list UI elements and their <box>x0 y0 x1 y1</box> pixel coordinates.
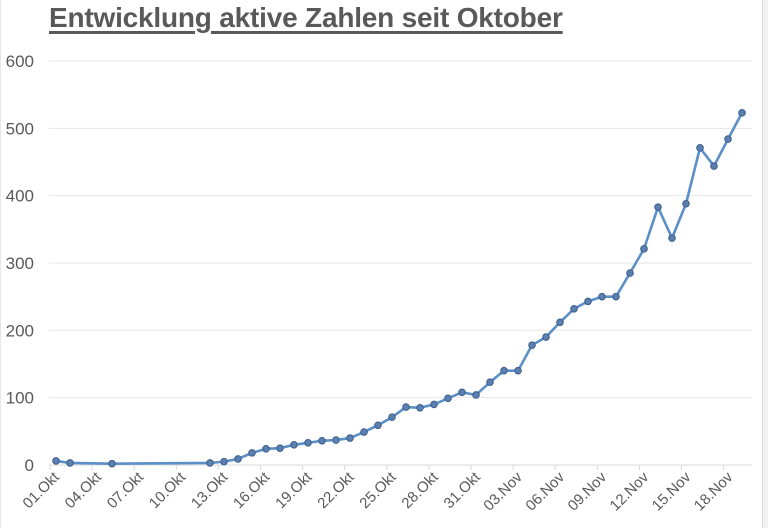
x-tick-label: 09.Nov <box>564 468 610 514</box>
x-tick-label: 25.Okt <box>356 468 400 512</box>
data-point-marker: 13.Nov: 383 <box>654 203 662 211</box>
data-point-marker: 05.Nov: 190 <box>542 333 550 341</box>
data-point-marker: 19.Okt: 33 <box>304 438 312 447</box>
data-point-marker: 14.Okt: 9 <box>234 455 242 463</box>
x-tick-label: 13.Okt <box>188 468 232 512</box>
data-series: 01.Okt: 6 02.Okt: 3 05.Okt: 2 12.Okt: 3 13.O… <box>52 109 746 468</box>
x-tick-label: 28.Okt <box>398 468 442 512</box>
data-point-marker: 07.Nov: 232 <box>570 304 578 313</box>
chart-title: Entwicklung aktive Zahlen seit Oktober <box>49 2 563 33</box>
data-point-marker: 01.Okt: 6 <box>52 457 60 465</box>
data-point-marker: 29.Okt: 99 <box>444 394 452 403</box>
x-tick-label: 10.Okt <box>146 468 190 512</box>
data-point-marker: 24.Okt: 59 <box>374 421 382 430</box>
x-tick-label: 18.Nov <box>691 468 737 514</box>
data-point-marker: 04.Nov: 178 <box>528 341 536 349</box>
data-point-marker: 18.Nov: 484 <box>724 135 732 143</box>
data-point-marker: 25.Okt: 71 <box>388 413 396 421</box>
y-axis: 0 100 200 300 400 500 600 <box>6 52 34 475</box>
x-tick-label: 31.Okt <box>441 468 485 512</box>
gridlines <box>49 60 752 399</box>
data-point-marker: 26.Okt: 86 <box>402 403 410 411</box>
y-tick-label: 600 <box>6 52 34 71</box>
data-point-marker: 12.Nov: 321 <box>640 245 648 253</box>
data-point-marker: 13.Okt: 5 <box>220 457 228 466</box>
y-tick-label: 0 <box>25 456 34 475</box>
data-point-marker: 10.Nov: 250 <box>612 292 620 301</box>
x-tick-label: 15.Nov <box>649 468 695 514</box>
x-tick-label: 12.Nov <box>607 468 653 514</box>
data-point-marker: 02.Okt: 3 <box>66 459 74 467</box>
data-point-marker: 15.Nov: 388 <box>682 199 690 208</box>
data-point-marker: 01.Nov: 123 <box>486 378 494 386</box>
data-point-marker: 08.Nov: 243 <box>584 297 592 306</box>
data-point-marker: 06.Nov: 212 <box>556 318 564 327</box>
x-tick-label: 07.Okt <box>104 468 148 512</box>
data-point-marker: 22.Okt: 40 <box>346 434 354 442</box>
data-point-marker: 27.Okt: 85 <box>416 403 424 412</box>
data-point-marker: 05.Okt: 2 <box>108 459 116 468</box>
data-point-marker: 16.Okt: 24 <box>262 445 270 453</box>
window-edge <box>763 0 768 528</box>
data-point-marker: 03.Nov: 140 <box>514 366 522 375</box>
data-point-marker: 23.Okt: 49 <box>360 428 368 436</box>
data-point-marker: 12.Okt: 3 <box>206 459 214 467</box>
data-point-marker: 20.Okt: 36 <box>318 436 326 445</box>
data-point-marker: 17.Nov: 444 <box>710 162 718 170</box>
y-tick-label: 100 <box>6 389 34 408</box>
data-point-marker: 02.Nov: 140 <box>500 366 508 375</box>
data-point-marker: 30.Okt: 108 <box>458 388 466 397</box>
data-point-marker: 14.Nov: 337 <box>668 234 676 242</box>
data-point-marker: 28.Okt: 90 <box>430 400 438 409</box>
data-point-marker: 21.Okt: 37 <box>332 436 340 444</box>
y-tick-label: 200 <box>6 321 34 340</box>
x-tick-label: 19.Okt <box>272 468 316 512</box>
data-point-marker: 11.Nov: 285 <box>626 269 634 277</box>
data-point-marker: 15.Okt: 18 <box>248 449 256 457</box>
x-tick-label: 06.Nov <box>522 468 568 514</box>
x-tick-label: 16.Okt <box>230 468 274 512</box>
data-point-marker: 17.Okt: 25 <box>276 444 284 452</box>
data-point-marker: 09.Nov: 250 <box>598 292 606 301</box>
x-axis: 01.Okt04.Okt07.Okt10.Okt13.Okt16.Okt19.O… <box>20 464 752 514</box>
x-tick-label: 03.Nov <box>480 468 526 514</box>
y-tick-label: 300 <box>6 254 34 273</box>
data-point-marker: 16.Nov: 471 <box>696 144 704 152</box>
data-point-marker: 18.Okt: 30 <box>290 441 298 449</box>
data-point-marker: 19.Nov: 523 <box>738 109 746 117</box>
y-tick-label: 500 <box>6 119 34 138</box>
x-tick-label: 22.Okt <box>314 468 358 512</box>
data-point-marker: 31.Okt: 104 <box>472 391 480 399</box>
x-tick-label: 04.Okt <box>62 468 106 512</box>
series-line <box>55 112 744 465</box>
y-tick-label: 400 <box>6 187 34 206</box>
